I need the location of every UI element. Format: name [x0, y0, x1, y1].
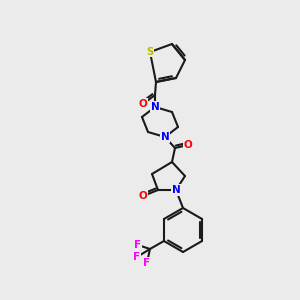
Text: F: F	[143, 258, 151, 268]
Text: S: S	[146, 47, 154, 57]
Text: O: O	[139, 99, 147, 109]
Text: O: O	[184, 140, 192, 150]
Text: F: F	[134, 252, 140, 262]
Text: F: F	[134, 240, 142, 250]
Text: O: O	[139, 191, 147, 201]
Text: N: N	[151, 102, 159, 112]
Text: N: N	[172, 185, 180, 195]
Text: N: N	[160, 132, 169, 142]
